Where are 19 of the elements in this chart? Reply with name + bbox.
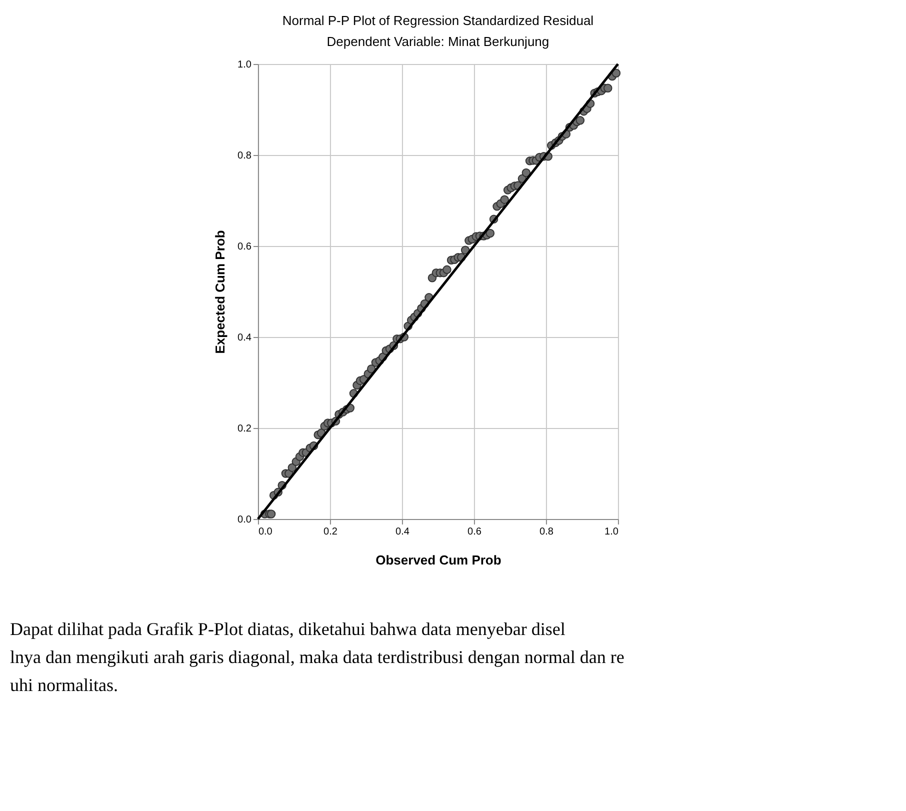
text: lnya dan mengikuti arah garis diagonal, maka data terdistribusi dengan normal dan re [10,647,624,667]
x-axis-title: Observed Cum Prob [376,552,502,568]
y-axis-title: Expected Cum Prob [212,230,228,354]
x-tick-label: 0.8 [540,526,554,538]
y-tick-label: 0.4 [238,332,252,344]
chart-subtitle: Dependent Variable: Minat Berkunjung [326,34,550,49]
y-tick-label: 0.6 [238,242,252,252]
y-tick-label: 0.8 [238,150,252,162]
x-tick-label: 0.0 [258,526,273,538]
x-tick-label: 0.2 [324,526,338,538]
y-tick-label: 1.0 [238,60,252,70]
text: uhi normalitas. [10,675,118,695]
text: Dapat dilihat pada Grafik P-Plot diatas, diketahui bahwa data menyebar disel [10,619,566,639]
x-tick-label: 1.0 [604,526,619,538]
chart-title: Normal P-P Plot of Regression Standardized Residual [282,13,594,28]
x-tick-label: 0.4 [396,526,410,538]
y-tick-label: 0.2 [238,424,252,434]
x-tick-label: 0.6 [468,526,482,538]
y-tick-label: 0.0 [238,514,252,526]
